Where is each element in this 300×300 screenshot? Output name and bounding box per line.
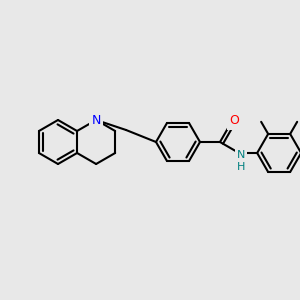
Text: N
H: N H [237,150,245,172]
Text: N: N [92,113,101,127]
Text: N
H: N H [237,150,245,172]
Text: N: N [92,113,101,127]
Text: O: O [229,114,239,128]
